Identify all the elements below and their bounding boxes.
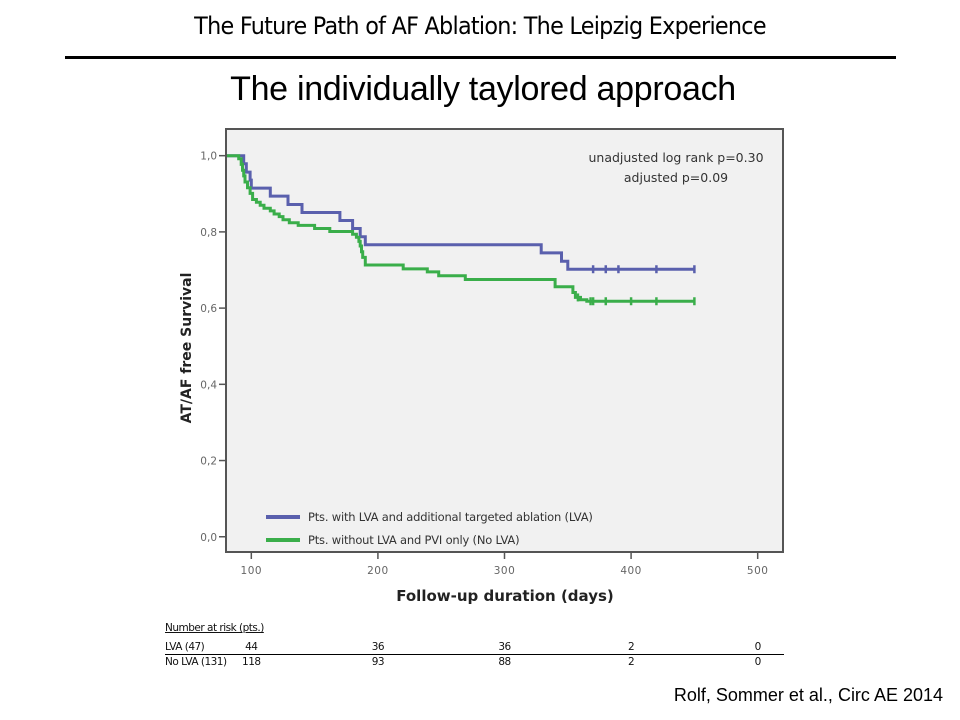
plot-area <box>226 129 783 552</box>
risk-value: 0 <box>754 641 762 653</box>
x-tick-label: 400 <box>620 565 642 577</box>
x-tick-label: 300 <box>494 565 516 577</box>
legend-label-lva: Pts. with LVA and additional targeted ab… <box>308 510 593 524</box>
x-tick-label: 500 <box>747 565 769 577</box>
risk-table-row-no-lva: No LVA (131) 118 93 88 2 0 <box>165 655 784 669</box>
y-tick-label: 1,0 <box>200 151 217 163</box>
header-divider <box>65 56 896 59</box>
risk-value: 36 <box>371 641 385 653</box>
y-tick-label: 0,2 <box>200 456 217 468</box>
risk-table-row-lva: LVA (47) 44 36 36 2 0 <box>165 640 784 655</box>
x-tick-label: 200 <box>367 565 389 577</box>
survival-curve-lva <box>226 154 695 271</box>
risk-value: 2 <box>627 641 635 653</box>
risk-value: 44 <box>245 641 258 653</box>
y-tick-label: 0,4 <box>200 379 217 391</box>
survival-curve-no_lva <box>226 154 695 303</box>
pvalue-annotation-adjusted: adjusted p=0.09 <box>624 170 728 185</box>
x-tick-label: 100 <box>241 565 263 577</box>
risk-value: 2 <box>627 656 635 668</box>
pvalue-annotation-unadjusted: unadjusted log rank p=0.30 <box>588 150 763 165</box>
risk-table-title: Number at risk (pts.) <box>165 622 264 634</box>
y-axis: 0,0 0,2 0,4 0,6 0,8 1,0 <box>200 151 226 544</box>
risk-value: 88 <box>498 656 511 668</box>
x-axis-label: Follow-up duration (days) <box>396 587 614 605</box>
plot-frame <box>225 128 784 553</box>
survival-curves <box>226 154 696 306</box>
risk-value: 118 <box>242 656 261 668</box>
risk-value: 93 <box>371 656 385 668</box>
slide-header-title: The Future Path of AF Ablation: The Leip… <box>194 12 766 40</box>
legend-label-no-lva: Pts. without LVA and PVI only (No LVA) <box>308 533 519 547</box>
risk-value: 36 <box>498 641 511 653</box>
y-axis-label: AT/AF free Survival <box>179 273 195 424</box>
risk-value: 0 <box>754 656 762 668</box>
y-tick-label: 0,0 <box>200 532 217 544</box>
x-axis: 100 200 300 400 500 <box>241 552 769 577</box>
y-tick-label: 0,6 <box>200 303 217 315</box>
citation: Rolf, Sommer et al., Circ AE 2014 <box>673 685 943 705</box>
chart-legend: Pts. with LVA and additional targeted ab… <box>266 510 593 547</box>
risk-row-label: No LVA (131) <box>165 656 227 668</box>
y-tick-label: 0,8 <box>200 227 217 239</box>
slide-subtitle: The individually taylored approach <box>230 70 736 108</box>
risk-row-label: LVA (47) <box>165 641 205 653</box>
